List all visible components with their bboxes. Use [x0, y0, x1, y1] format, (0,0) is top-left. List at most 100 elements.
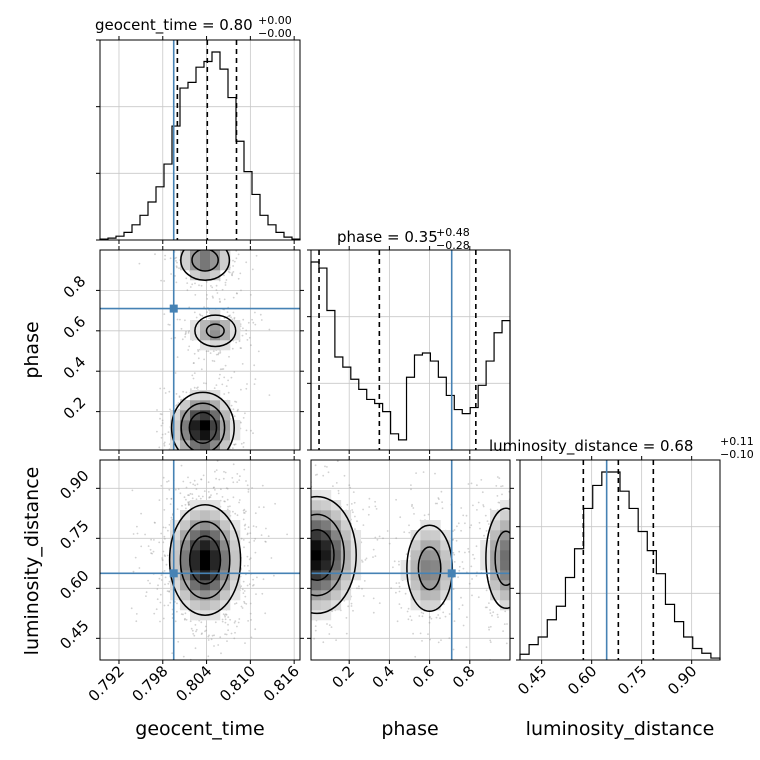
sample-point — [240, 585, 243, 588]
sample-point — [163, 443, 166, 445]
sample-point — [536, 554, 538, 556]
sample-point — [231, 245, 233, 247]
sample-point — [237, 277, 240, 280]
sample-point — [231, 272, 234, 275]
sample-point — [194, 482, 196, 484]
sample-point — [140, 545, 143, 548]
density-cell — [220, 540, 231, 551]
sample-point — [234, 603, 236, 605]
density-cell — [330, 560, 342, 571]
sample-point — [218, 244, 220, 246]
sample-point — [221, 618, 224, 621]
sample-point — [186, 282, 189, 284]
sample-point — [398, 560, 400, 563]
density-cell — [330, 570, 342, 581]
sample-point — [308, 564, 310, 566]
sample-point — [215, 469, 218, 471]
sample-point — [160, 436, 163, 439]
sample-point — [240, 442, 243, 445]
sample-point — [527, 576, 529, 578]
sample-point — [246, 555, 249, 558]
sample-point — [287, 571, 289, 573]
density-cell — [400, 570, 411, 581]
sample-point — [164, 583, 166, 586]
sample-point — [205, 350, 208, 353]
sample-point — [188, 465, 190, 467]
sample-point — [378, 602, 381, 604]
title-geocent-time-plus: +0.00 — [258, 14, 292, 27]
sample-point — [476, 509, 478, 511]
sample-point — [232, 296, 235, 299]
sample-point — [182, 245, 184, 247]
sample-point — [243, 524, 246, 527]
sample-point — [221, 383, 224, 386]
y-tick-label: 0.60 — [56, 567, 92, 603]
sample-point — [306, 657, 308, 659]
density-cell — [340, 520, 352, 531]
density-cell — [500, 520, 510, 531]
sample-point — [160, 579, 163, 581]
sample-point — [209, 496, 212, 498]
sample-point — [156, 430, 158, 433]
sample-point — [486, 520, 489, 522]
sample-point — [224, 471, 227, 474]
sample-point — [174, 488, 177, 491]
sample-point — [241, 334, 244, 337]
density-cell — [490, 530, 501, 541]
sample-point — [198, 462, 200, 464]
sample-point — [212, 350, 215, 352]
sample-point — [264, 540, 267, 543]
x-tick-label: 0.90 — [664, 662, 700, 698]
sample-point — [153, 612, 156, 615]
sample-point — [179, 458, 181, 460]
sample-point — [212, 457, 214, 459]
sample-point — [214, 489, 216, 491]
sample-point — [154, 253, 156, 256]
sample-point — [411, 505, 413, 507]
density-cell — [220, 580, 231, 591]
density-cell — [220, 410, 231, 421]
sample-point — [352, 491, 355, 493]
sample-point — [453, 561, 456, 563]
sample-point — [353, 501, 356, 504]
sample-point — [189, 469, 191, 471]
density-cell — [190, 540, 201, 551]
density-cell — [170, 560, 181, 571]
sample-point — [309, 547, 311, 549]
density-cell — [230, 540, 241, 551]
sample-point — [189, 492, 192, 495]
sample-point — [202, 474, 205, 477]
sample-point — [282, 500, 284, 502]
density-cell — [420, 530, 431, 541]
x-tick-label: 0.60 — [564, 662, 600, 698]
sample-point — [252, 525, 255, 527]
sample-point — [269, 528, 271, 530]
y-tick-label: 0.90 — [56, 467, 92, 503]
sample-point — [375, 508, 378, 510]
sample-point — [255, 485, 257, 487]
sample-point — [170, 498, 173, 500]
sample-point — [278, 525, 280, 527]
sample-point — [221, 451, 223, 453]
sample-point — [135, 620, 138, 623]
sample-point — [231, 318, 234, 321]
sample-point — [295, 555, 297, 557]
title-geocent-time-minus: −0.00 — [258, 27, 292, 40]
sample-point — [515, 561, 517, 563]
density-cell — [200, 550, 211, 561]
sample-point — [254, 570, 256, 572]
sample-point — [230, 376, 233, 379]
sample-point — [203, 451, 205, 453]
sample-point — [197, 386, 199, 389]
sample-point — [309, 520, 311, 522]
sample-point — [265, 541, 267, 543]
sample-point — [242, 441, 245, 444]
density-cell — [220, 590, 231, 601]
density-cell — [180, 590, 191, 601]
sample-point — [175, 219, 177, 221]
sample-point — [229, 314, 231, 317]
sample-point — [305, 567, 307, 569]
sample-point — [228, 314, 230, 317]
sample-point — [161, 559, 164, 562]
sample-point — [191, 374, 194, 377]
